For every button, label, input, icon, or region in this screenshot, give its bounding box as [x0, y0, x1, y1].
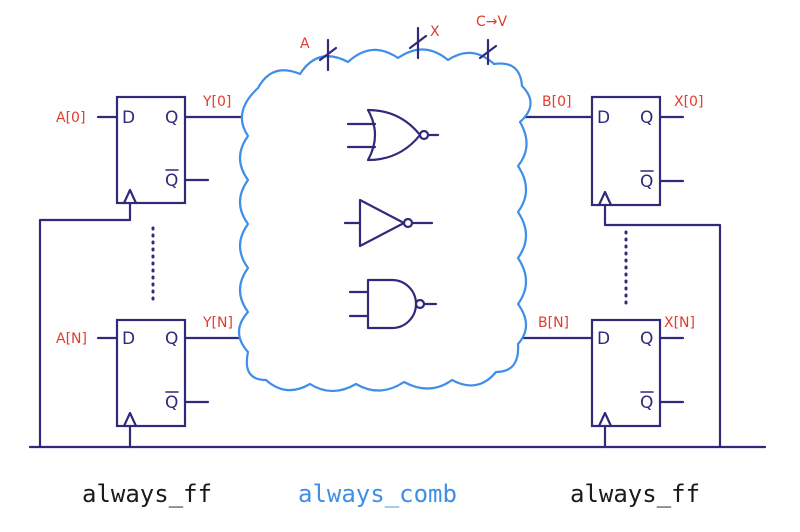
left-flip-flop-n: D Q Q A[N] Y[N]	[56, 315, 252, 428]
q-pin-label: Q	[640, 329, 653, 349]
d-pin-label: D	[122, 108, 135, 128]
left-flip-flop-0: D Q Q A[0] Y[0]	[56, 94, 252, 205]
qbar-pin-label: Q	[165, 393, 178, 413]
caption-middle-always-comb: always_comb	[298, 480, 457, 508]
caption-right-always-ff: always_ff	[570, 480, 701, 508]
top-bus-a-label: A	[300, 36, 310, 52]
right-ff-n-input-label: B[N]	[538, 315, 569, 331]
nand-gate	[348, 278, 438, 330]
right-ff-0-output-label: X[0]	[674, 94, 703, 110]
caption-left-always-ff: always_ff	[82, 480, 213, 508]
qbar-pin-label: Q	[640, 393, 653, 413]
left-ff-0-input-label: A[0]	[56, 110, 85, 126]
left-ff-n-output-label: Y[N]	[202, 315, 233, 331]
top-bus-x-label: X	[430, 24, 440, 40]
top-bus-c-label: C→V	[476, 14, 508, 30]
right-clock-wiring	[603, 203, 722, 449]
qbar-pin-label: Q	[165, 171, 178, 191]
q-pin-label: Q	[165, 329, 178, 349]
d-pin-label: D	[597, 329, 610, 349]
q-pin-label: Q	[640, 108, 653, 128]
d-pin-label: D	[597, 108, 610, 128]
right-ff-0-input-label: B[0]	[542, 94, 571, 110]
nor-gate	[346, 108, 440, 162]
qbar-pin-label: Q	[640, 172, 653, 192]
top-bus-c: C→V	[476, 14, 508, 66]
left-ff-n-input-label: A[N]	[56, 331, 87, 347]
left-clock-wiring	[38, 201, 132, 449]
top-bus-a: A	[300, 36, 338, 72]
q-pin-label: Q	[165, 108, 178, 128]
top-bus-x: X	[408, 24, 440, 60]
not-gate	[343, 198, 434, 248]
right-flip-flop-n: D Q Q B[N] X[N]	[520, 315, 695, 428]
left-ff-0-output-label: Y[0]	[202, 94, 231, 110]
combinational-cloud	[237, 48, 532, 393]
right-flip-flop-0: D Q Q B[0] X[0]	[520, 94, 703, 207]
d-pin-label: D	[122, 329, 135, 349]
right-ff-n-output-label: X[N]	[664, 315, 695, 331]
